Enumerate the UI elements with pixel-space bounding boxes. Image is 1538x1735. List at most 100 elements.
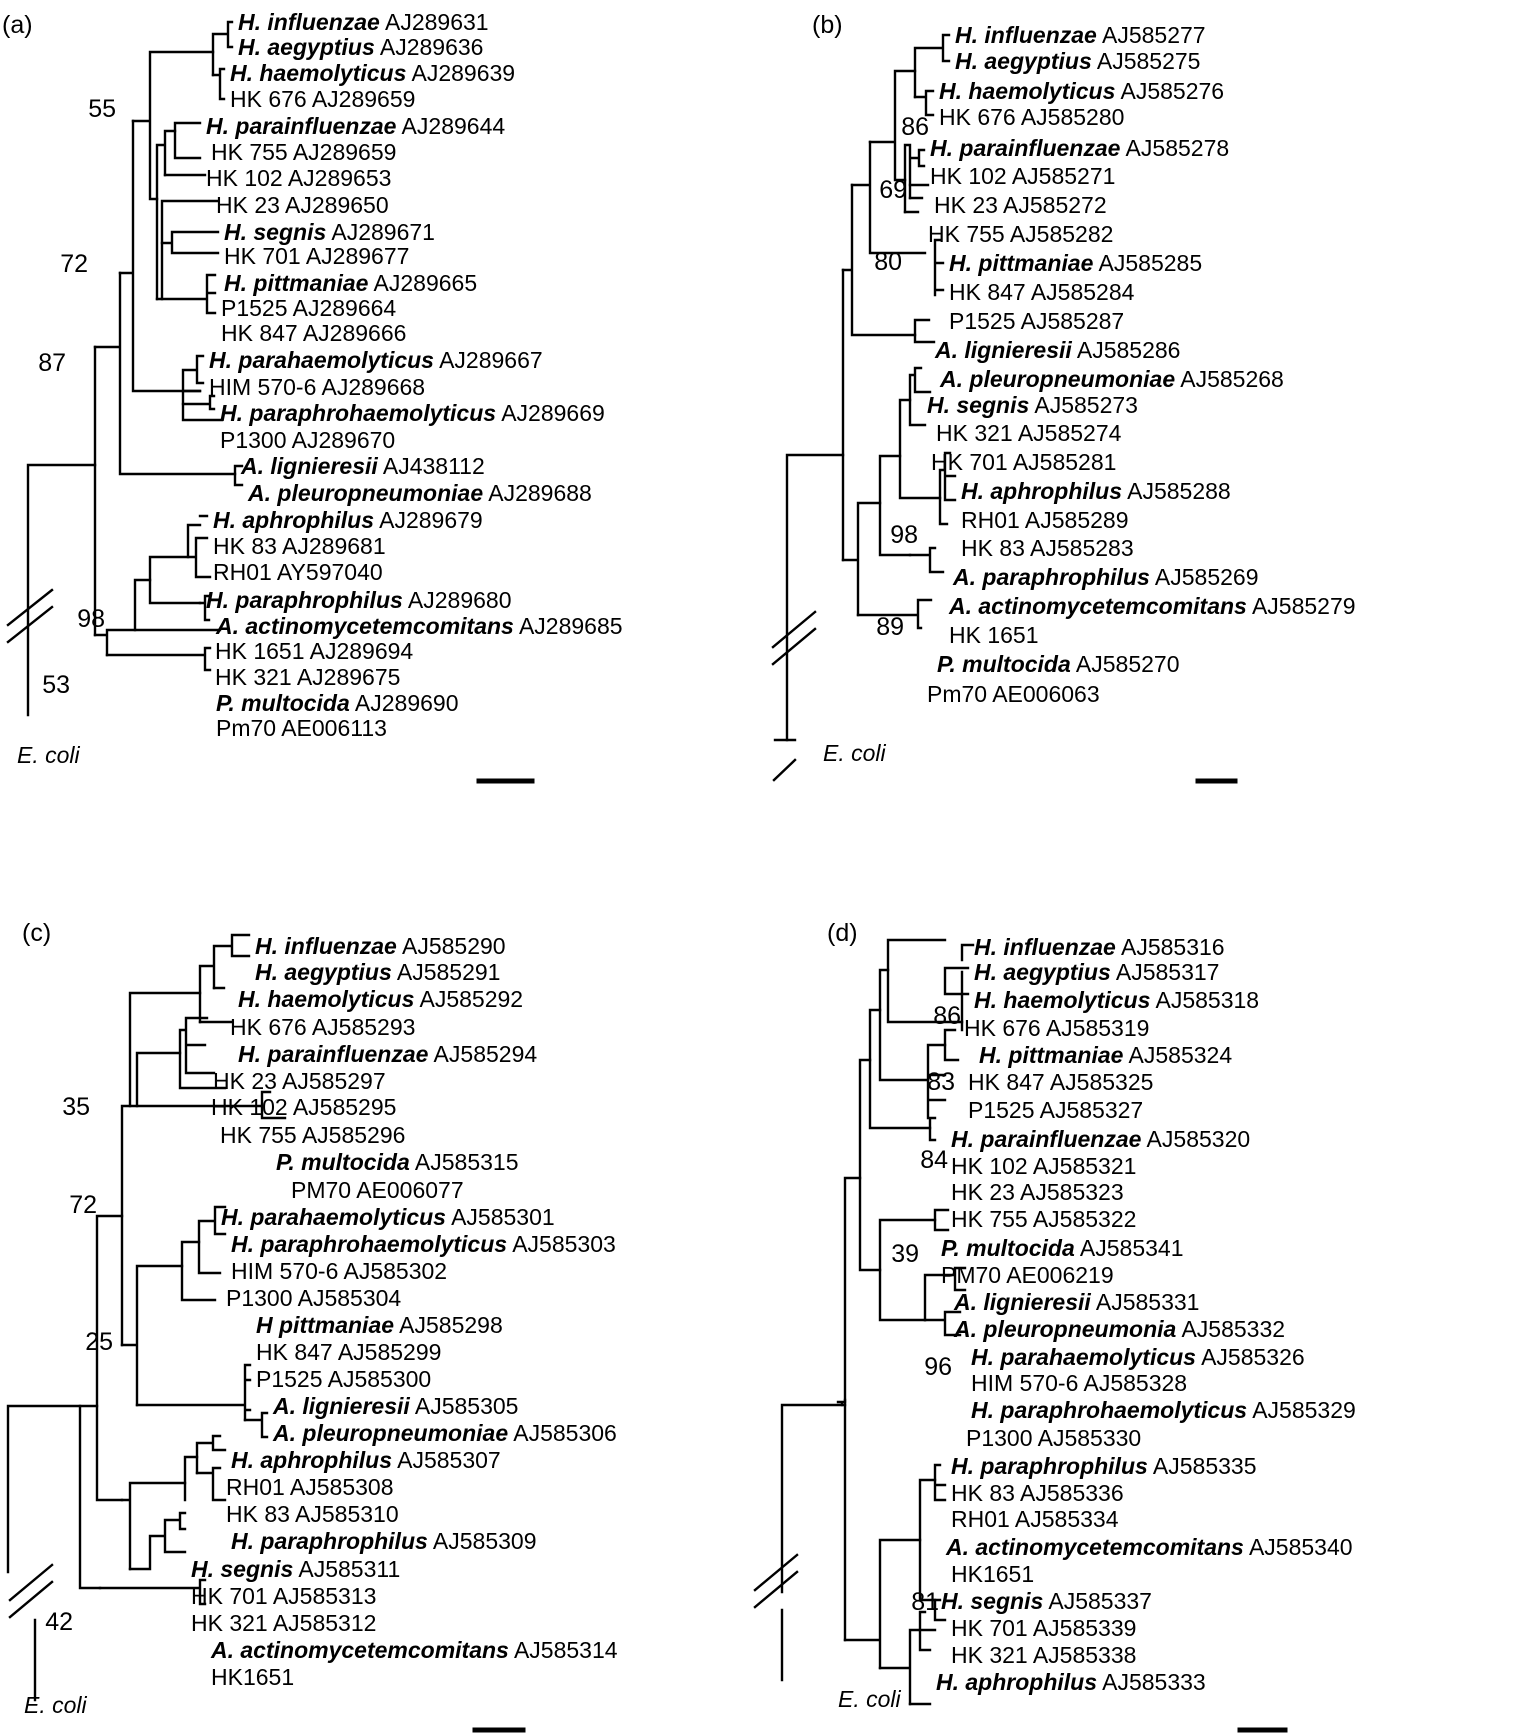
leaf-label: HK 23 AJ289650 xyxy=(216,192,389,218)
bootstrap-value: 69 xyxy=(879,176,907,204)
accession-number: AJ585314 xyxy=(509,1637,618,1663)
bootstrap-value: 55 xyxy=(88,95,116,123)
accession-number: P1525 AJ585300 xyxy=(256,1366,431,1392)
accession-number: AJ585285 xyxy=(1093,250,1202,276)
accession-number: AJ585307 xyxy=(392,1447,501,1473)
leaf-label: H. pittmaniae AJ289665 xyxy=(224,270,477,296)
bootstrap-value: 87 xyxy=(38,349,66,377)
species-name: A. paraphrophilus xyxy=(952,564,1150,590)
leaf-label: H. paraphrohaemolyticus AJ289669 xyxy=(220,400,605,426)
bootstrap-value: 89 xyxy=(876,613,904,641)
species-name: H. haemolyticus xyxy=(230,60,406,86)
accession-number: AJ585305 xyxy=(410,1393,519,1419)
bootstrap-value: 80 xyxy=(874,248,902,276)
species-name: H. paraphrophilus xyxy=(206,587,403,613)
accession-number: AJ585269 xyxy=(1150,564,1259,590)
species-name: H. aegyptius xyxy=(974,959,1111,985)
leaf-label: HK 847 AJ585299 xyxy=(256,1339,441,1365)
bootstrap-value: 72 xyxy=(60,250,88,278)
leaf-label: H. aegyptius AJ585275 xyxy=(955,48,1200,74)
species-name: P. multocida xyxy=(216,690,350,716)
species-name: H. paraphrohaemolyticus xyxy=(220,400,496,426)
panel-d-branches xyxy=(753,938,975,1706)
leaf-label: A. lignieresii AJ585331 xyxy=(953,1289,1199,1315)
accession-number: AJ585315 xyxy=(410,1149,519,1175)
leaf-label: Pm70 AE006113 xyxy=(216,715,387,741)
leaf-label: HIM 570-6 AJ585328 xyxy=(971,1370,1187,1396)
leaf-label: HK 83 AJ585336 xyxy=(951,1480,1124,1506)
accession-number: HK 83 AJ585310 xyxy=(226,1501,399,1527)
accession-number: AJ585288 xyxy=(1122,478,1231,504)
accession-number: AJ585292 xyxy=(414,986,523,1012)
bootstrap-value: 25 xyxy=(85,1328,113,1356)
accession-number: AJ585298 xyxy=(394,1312,503,1338)
leaf-label: HK 701 AJ585313 xyxy=(191,1583,376,1609)
leaf-label: H. haemolyticus AJ289639 xyxy=(230,60,515,86)
leaf-label: RH01 AJ585289 xyxy=(961,507,1129,533)
leaf-label: HK 755 AJ585282 xyxy=(928,221,1113,247)
leaf-label: H. haemolyticus AJ585318 xyxy=(974,987,1259,1013)
accession-number: AJ585294 xyxy=(428,1041,537,1067)
accession-number: AJ289639 xyxy=(406,60,515,86)
species-name: A. pleuropneumoniae xyxy=(272,1420,508,1446)
species-name: A. actinomycetemcomitans xyxy=(210,1637,509,1663)
leaf-label: H. parainfluenzae AJ585278 xyxy=(930,135,1229,161)
species-name: H. influenzae xyxy=(974,934,1116,960)
bootstrap-value: 81 xyxy=(911,1588,939,1616)
leaf-label: HIM 570-6 AJ585302 xyxy=(231,1258,447,1284)
leaf-label: H. aegyptius AJ585291 xyxy=(255,959,500,985)
leaf-label: P1525 AJ585300 xyxy=(256,1366,431,1392)
species-name: H. influenzae xyxy=(955,22,1097,48)
species-name: A. pleuropneumoniae xyxy=(247,480,483,506)
leaf-label: H. parainfluenzae AJ289644 xyxy=(206,113,505,139)
leaf-label: H. parainfluenzae AJ585294 xyxy=(238,1041,537,1067)
leaf-label: HK 321 AJ585312 xyxy=(191,1610,376,1636)
species-name: A. actinomycetemcomitans xyxy=(948,593,1247,619)
accession-number: AJ585309 xyxy=(428,1528,537,1554)
species-name: H. haemolyticus xyxy=(238,986,414,1012)
accession-number: HK 847 AJ585325 xyxy=(968,1069,1153,1095)
species-name: H. paraphrohaemolyticus xyxy=(231,1231,507,1257)
accession-number: AJ438112 xyxy=(378,453,485,479)
leaf-label: HK 1651 AJ289694 xyxy=(215,638,413,664)
leaf-label: P. multocida AJ585341 xyxy=(941,1235,1184,1261)
leaf-label: HK 701 AJ585281 xyxy=(931,449,1116,475)
leaf-label: A. paraphrophilus AJ585269 xyxy=(952,564,1259,590)
accession-number: HK 755 AJ585296 xyxy=(220,1122,405,1148)
accession-number: HK 676 AJ585293 xyxy=(230,1014,415,1040)
accession-number: AJ585326 xyxy=(1196,1344,1305,1370)
panel-c-branches xyxy=(6,933,287,1702)
accession-number: PM70 AE006219 xyxy=(941,1262,1114,1288)
accession-number: HK 755 AJ289659 xyxy=(211,139,396,165)
leaf-label: H. influenzae AJ585277 xyxy=(955,22,1206,48)
species-name: H. parainfluenzae xyxy=(951,1126,1142,1152)
accession-number: AJ289671 xyxy=(326,219,435,245)
accession-number: AJ289690 xyxy=(350,690,459,716)
leaf-label: HK 83 AJ289681 xyxy=(213,533,386,559)
leaf-label: H. influenzae AJ585290 xyxy=(255,933,506,959)
accession-number: AJ585268 xyxy=(1175,366,1284,392)
leaf-label: H. paraphrophilus AJ289680 xyxy=(206,587,512,613)
accession-number: HK1651 xyxy=(951,1561,1034,1587)
accession-number: AJ585291 xyxy=(392,959,501,985)
species-name: H. pittmaniae xyxy=(979,1042,1124,1068)
leaf-label: HK 847 AJ289666 xyxy=(221,320,406,346)
accession-number: AJ585273 xyxy=(1029,392,1138,418)
leaf-label: H. segnis AJ585311 xyxy=(191,1556,400,1582)
leaf-label: H. influenzae AJ585316 xyxy=(974,934,1225,960)
bootstrap-value: 83 xyxy=(927,1068,955,1096)
panel-label: (d) xyxy=(827,919,858,947)
leaf-label: HK 102 AJ585295 xyxy=(211,1094,396,1120)
species-name: H. aphrophilus xyxy=(961,478,1122,504)
accession-number: RH01 AJ585289 xyxy=(961,507,1129,533)
species-name: H. haemolyticus xyxy=(939,78,1115,104)
leaf-label: HK 755 AJ585296 xyxy=(220,1122,405,1148)
outgroup-label: E. coli xyxy=(17,742,81,768)
species-name: H. paraphrophilus xyxy=(951,1453,1148,1479)
accession-number: HK 83 AJ585283 xyxy=(961,535,1134,561)
species-name: H. segnis xyxy=(927,392,1029,418)
bootstrap-value: 96 xyxy=(924,1353,952,1381)
accession-number: HIM 570-6 AJ585328 xyxy=(971,1370,1187,1396)
bootstrap-value: 35 xyxy=(62,1093,90,1121)
